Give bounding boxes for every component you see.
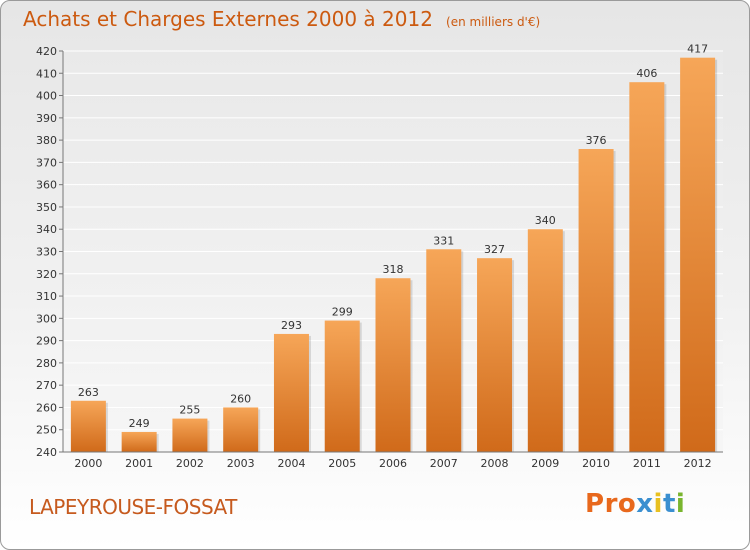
y-axis: 240 250 260 270 280 290 300 310 320 330 340 350 360 3… [36, 45, 64, 459]
bar [172, 418, 208, 452]
x-axis: 2000 2001 2002 2003 2004 2005 2006 2007 2008 2009… [63, 451, 723, 470]
y-tick-label: 290 [36, 335, 57, 348]
x-tick-label: 2008 [481, 457, 509, 470]
bar [578, 149, 614, 452]
y-tick-label: 420 [36, 45, 57, 58]
x-tick-label: 2005 [328, 457, 356, 470]
bar-value-label: 327 [484, 243, 505, 256]
logo-letter: x [636, 489, 654, 519]
title-row: Achats et Charges Externes 2000 à 2012 (… [23, 7, 540, 31]
y-tick-label: 250 [36, 424, 57, 437]
y-tick-label: 240 [36, 446, 57, 459]
x-tick-label: 2006 [379, 457, 407, 470]
bar [477, 258, 513, 452]
bar [324, 320, 360, 452]
y-tick-label: 410 [36, 67, 57, 80]
x-tick-label: 2000 [74, 457, 102, 470]
x-tick-label: 2012 [684, 457, 712, 470]
x-tick-label: 2010 [582, 457, 610, 470]
y-tick-label: 310 [36, 290, 57, 303]
bar-value-label: 331 [433, 234, 454, 247]
x-tick-label: 2004 [277, 457, 305, 470]
y-tick-label: 390 [36, 112, 57, 125]
proxiti-logo: Proxiti [585, 489, 685, 519]
x-tick-label: 2002 [176, 457, 204, 470]
bar [680, 57, 716, 452]
bar [121, 431, 157, 452]
bar [629, 82, 665, 452]
bar-value-label: 260 [230, 392, 251, 405]
bar [375, 278, 411, 452]
y-tick-label: 320 [36, 268, 57, 281]
bar-value-label: 406 [636, 67, 657, 80]
bar [223, 407, 259, 452]
bar [426, 249, 462, 452]
y-tick-label: 280 [36, 357, 57, 370]
bar-value-label: 263 [78, 386, 99, 399]
chart-subtitle: (en milliers d'€) [446, 15, 541, 29]
bar-value-label: 299 [332, 306, 353, 319]
bar [70, 400, 106, 452]
bar [527, 229, 563, 452]
chart-title: Achats et Charges Externes 2000 à 2012 [23, 7, 433, 31]
bar-value-label: 340 [535, 214, 556, 227]
y-tick-label: 350 [36, 201, 57, 214]
bar-value-label: 255 [179, 404, 200, 417]
logo-letter: o [617, 489, 637, 519]
bar-value-label: 293 [281, 319, 302, 332]
commune-name: LAPEYROUSE-FOSSAT [29, 495, 237, 519]
y-tick-label: 270 [36, 379, 57, 392]
x-tick-label: 2001 [125, 457, 153, 470]
bars: 263 249 255 260 293 299 318 331 327 340 376 406 417 [70, 43, 718, 452]
logo-letter: t [662, 489, 676, 519]
y-tick-label: 380 [36, 134, 57, 147]
x-tick-label: 2011 [633, 457, 661, 470]
bar-value-label: 318 [383, 263, 404, 276]
logo-letter: P [585, 489, 605, 519]
y-tick-label: 360 [36, 179, 57, 192]
x-tick-label: 2009 [531, 457, 559, 470]
logo-letter: i [653, 489, 663, 519]
x-tick-label: 2007 [430, 457, 458, 470]
bar-value-label: 249 [129, 417, 150, 430]
y-tick-label: 370 [36, 156, 57, 169]
bar-value-label: 376 [586, 134, 607, 147]
logo-letter: r [604, 489, 618, 519]
y-tick-label: 400 [36, 90, 57, 103]
bar-value-label: 417 [687, 43, 708, 56]
y-tick-label: 300 [36, 312, 57, 325]
y-tick-label: 340 [36, 223, 57, 236]
x-tick-label: 2003 [227, 457, 255, 470]
y-tick-label: 330 [36, 246, 57, 259]
y-tick-label: 260 [36, 401, 57, 414]
bar [273, 333, 309, 452]
logo-letter: i [675, 489, 686, 519]
